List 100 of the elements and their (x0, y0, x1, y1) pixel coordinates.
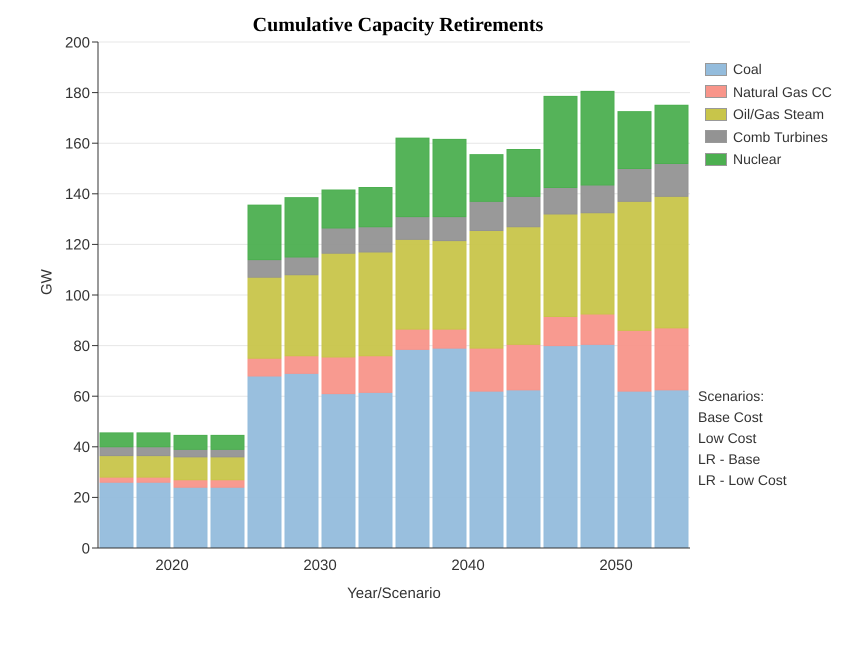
bar (100, 432, 134, 448)
text: Scenarios: (698, 387, 766, 406)
bar (284, 256, 318, 276)
y-tick-label: 120 (64, 236, 90, 254)
bar (544, 96, 578, 188)
bar (470, 200, 504, 231)
bar (580, 184, 614, 214)
legend-label: Comb Turbines (733, 128, 828, 145)
bar (506, 196, 540, 228)
bar (470, 348, 504, 392)
bar (358, 226, 392, 252)
x-tick-label: 2030 (303, 557, 337, 574)
bar (322, 252, 356, 358)
bar (544, 214, 578, 318)
text: Low Cost (698, 429, 758, 448)
bar (506, 149, 540, 197)
bar (284, 355, 318, 374)
y-tick-label: 160 (64, 136, 90, 153)
bar (322, 356, 356, 394)
bar (618, 168, 652, 202)
text: Base Cost (698, 408, 764, 427)
bar (322, 393, 356, 548)
bar (396, 138, 430, 218)
legend-label: Nuclear (733, 151, 782, 168)
bar (284, 197, 318, 258)
bar (248, 358, 282, 376)
bar (654, 196, 688, 328)
y-tick-label: 60 (73, 388, 90, 406)
bar (396, 238, 430, 330)
legend-label: Oil/Gas Steam (733, 106, 824, 122)
y-tick-label: 20 (73, 490, 90, 507)
bar (654, 327, 688, 390)
bar (174, 479, 208, 488)
bar (174, 456, 208, 480)
y-tick-label: 200 (64, 34, 90, 52)
y-tick-label: 140 (64, 186, 90, 204)
bar (396, 328, 430, 350)
bar (174, 434, 208, 450)
bar (248, 204, 282, 260)
bar (618, 330, 652, 392)
bar (100, 482, 134, 548)
bar (432, 348, 466, 548)
bar (358, 186, 392, 228)
text: LR - Base (698, 450, 762, 469)
x-tick-label: 2050 (599, 557, 633, 574)
bar (618, 390, 652, 548)
bar (506, 389, 540, 548)
y-tick-label: 180 (64, 84, 90, 102)
bar (248, 276, 282, 359)
bar (580, 212, 614, 314)
bar (322, 227, 356, 254)
bar (284, 372, 318, 548)
bar (136, 482, 170, 548)
text: LR - Low Cost (698, 471, 787, 490)
y-tick-label: 80 (73, 338, 90, 355)
bar (506, 226, 540, 345)
bar (136, 455, 170, 478)
legend-label: Natural Gas CC (733, 84, 832, 100)
bar (322, 190, 356, 228)
bar (432, 138, 466, 218)
bar (470, 154, 504, 202)
bar (580, 313, 614, 345)
bar (470, 230, 504, 349)
bar (136, 432, 170, 448)
bar (358, 392, 392, 548)
bar (248, 259, 282, 278)
bar (544, 316, 578, 346)
x-axis-title: Year/Scenario (347, 585, 441, 602)
bar (100, 455, 134, 478)
y-axis-title: GW (38, 268, 56, 295)
bar (248, 375, 282, 548)
bar (210, 456, 244, 480)
bar (618, 111, 652, 169)
y-tick-label: 0 (82, 540, 90, 558)
bar (506, 344, 540, 390)
bar (544, 186, 578, 215)
bar (432, 216, 466, 242)
bar (618, 200, 652, 331)
bar (432, 328, 466, 349)
bar (174, 486, 208, 548)
bar (358, 355, 392, 393)
bar (580, 90, 614, 186)
bar (544, 345, 578, 548)
bar (396, 348, 430, 548)
bar (210, 434, 244, 450)
bar (210, 486, 244, 548)
chart-title: Cumulative Capacity Retirements (252, 14, 544, 37)
bar (470, 390, 504, 548)
legend-label: Coal (733, 61, 762, 78)
bar (358, 251, 392, 356)
x-tick-label: 2020 (155, 557, 189, 574)
bar (284, 274, 318, 356)
bar (580, 344, 614, 548)
bar (654, 389, 688, 548)
bar (654, 162, 688, 197)
y-tick-label: 40 (73, 439, 90, 456)
bar (432, 240, 466, 330)
bar (210, 479, 244, 488)
x-tick-label: 2040 (451, 557, 485, 574)
y-tick-label: 100 (64, 287, 90, 304)
